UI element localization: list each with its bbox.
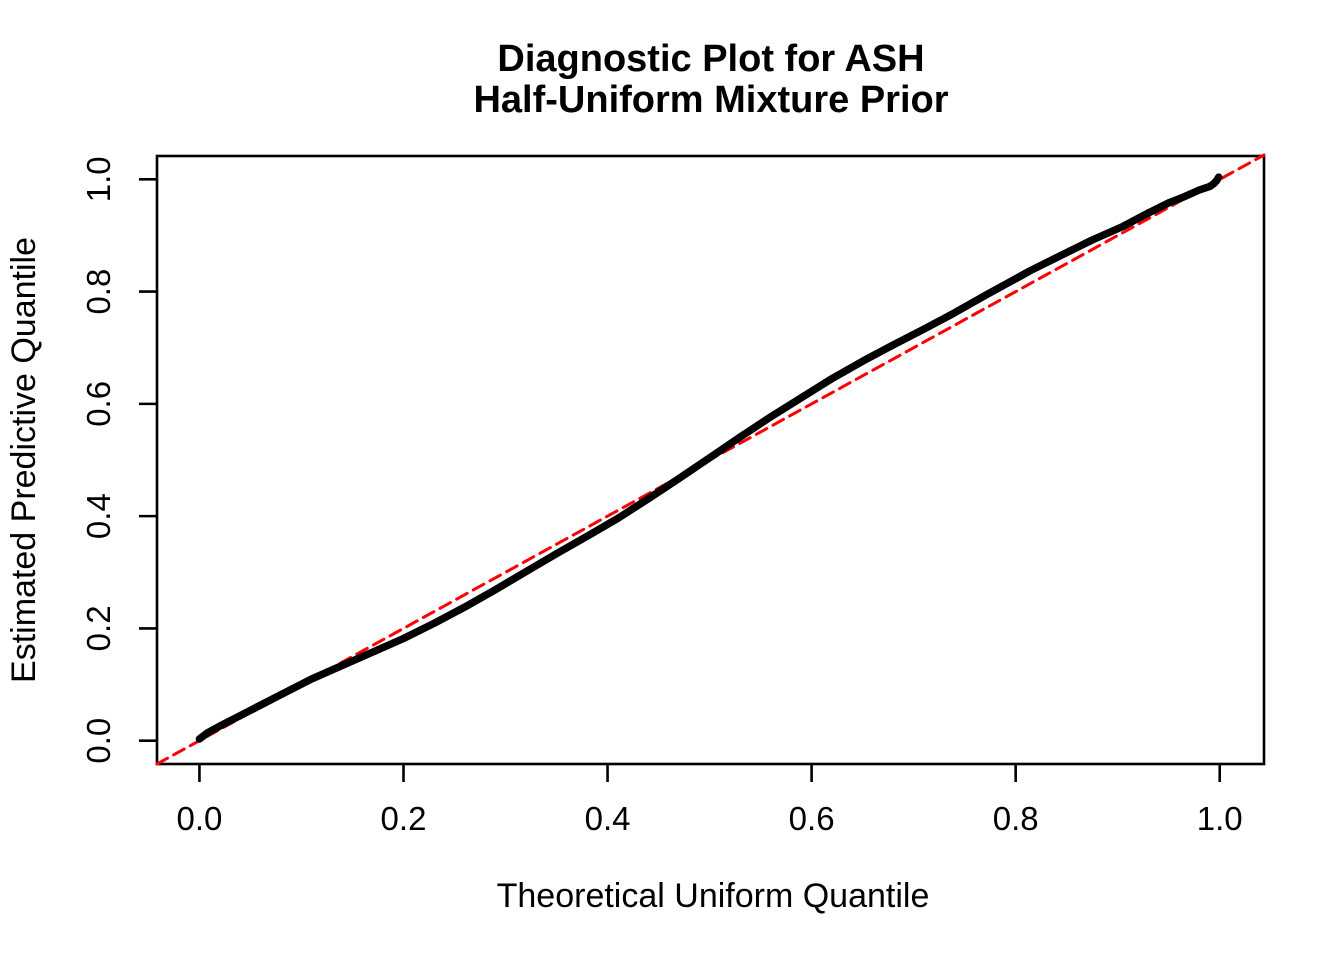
plot-title-line2: Half-Uniform Mixture Prior — [473, 79, 948, 121]
x-axis-tick-label: 1.0 — [1197, 800, 1243, 837]
y-axis-tick-label: 0.0 — [80, 718, 117, 764]
x-axis-tick-label: 0.4 — [585, 800, 631, 837]
axes-layer: 0.0 0.2 0.4 0.6 0.8 1.0 0.0 0.2 0.4 0.6 0.8 1.0 — [80, 154, 1266, 837]
x-axis-tick-label: 0.0 — [177, 800, 223, 837]
x-axis-title: Theoretical Uniform Quantile — [497, 877, 930, 915]
y-axis-title: Estimated Predictive Quantile — [5, 237, 43, 683]
y-axis-tick-label: 1.0 — [80, 156, 117, 202]
y-axis-tick-label: 0.6 — [80, 381, 117, 427]
x-axis-tick-label: 0.8 — [993, 800, 1039, 837]
estimated-predictive-quantile-curve — [195, 173, 1223, 743]
data-series-layer — [155, 153, 1266, 766]
y-axis-tick-label: 0.8 — [80, 269, 117, 315]
y-axis-tick-label: 0.2 — [80, 605, 117, 651]
x-axis-tick-label: 0.2 — [381, 800, 427, 837]
x-axis-tick-label: 0.6 — [789, 800, 835, 837]
plot-title-line1: Diagnostic Plot for ASH — [497, 38, 924, 80]
plot-box — [155, 154, 1266, 766]
y-axis-tick-label: 0.4 — [80, 493, 117, 539]
